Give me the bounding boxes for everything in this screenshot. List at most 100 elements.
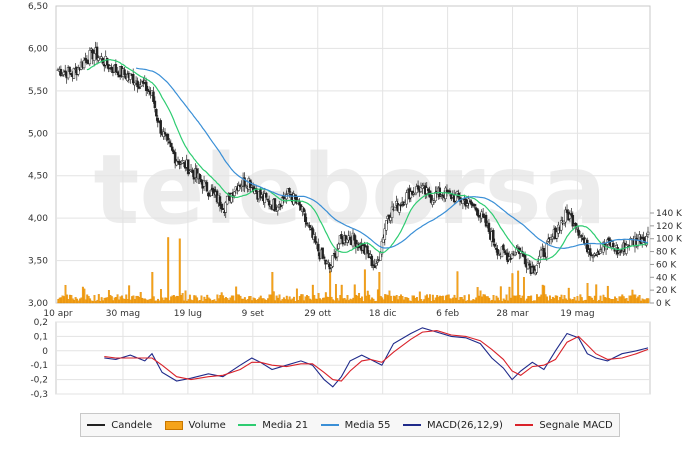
candle-body	[461, 199, 465, 204]
candle-body	[170, 146, 174, 151]
volume-y-tick-label: 140 K	[656, 209, 683, 219]
candle-body	[304, 213, 307, 222]
x-tick-label: 30 mag	[106, 309, 140, 319]
macd-y-tick-label: -0,3	[30, 390, 48, 400]
candle-body	[266, 198, 269, 201]
candle-body	[311, 227, 314, 238]
volume-bar	[188, 294, 191, 304]
volume-bar	[178, 238, 181, 304]
volume-bar	[181, 293, 184, 304]
volume-bar	[468, 294, 470, 304]
macd-signal-line	[104, 330, 649, 382]
candle-body	[225, 195, 229, 205]
candle-body	[494, 247, 498, 250]
legend-item: Media 55	[320, 420, 391, 431]
volume-bar	[431, 294, 434, 304]
candle-body	[487, 222, 491, 232]
x-tick-label: 29 ott	[304, 309, 331, 319]
volume-bar	[395, 295, 398, 304]
candle-body	[95, 46, 99, 60]
x-tick-label: 6 feb	[436, 309, 459, 319]
macd-panel: 0,2 0,1 0 -0,1 -0,2 -0,3	[30, 318, 651, 400]
legend-swatch	[320, 424, 339, 426]
volume-bar	[334, 284, 337, 304]
candle-body	[513, 253, 517, 256]
volume-bar	[184, 290, 187, 304]
volume-bar	[232, 295, 235, 304]
volume-bar	[567, 287, 570, 304]
volume-bar	[301, 294, 304, 304]
candle-body	[69, 73, 73, 75]
volume-bar	[606, 285, 609, 304]
volume-bar	[311, 284, 314, 304]
candle-body	[419, 187, 423, 192]
ma55-line	[135, 67, 649, 250]
candle-body	[220, 204, 223, 210]
candle-body	[555, 231, 559, 239]
price-y-tick-label: 5,50	[28, 87, 48, 97]
candle-body	[625, 244, 628, 254]
candle-body	[105, 58, 109, 66]
candle-body	[477, 215, 481, 218]
x-tick-label: 19 lug	[174, 309, 202, 319]
candle-body	[72, 68, 76, 79]
candle-body	[481, 213, 485, 218]
candle-body	[202, 180, 206, 187]
volume-y-tick-label: 20 K	[656, 286, 677, 296]
candle-body	[163, 132, 167, 135]
candle-body	[133, 82, 136, 86]
candle-body	[612, 242, 615, 248]
candle-body	[510, 253, 514, 259]
candle-body	[280, 197, 284, 206]
watermark-logo-text: teleborsa	[94, 134, 607, 246]
volume-y-tick-label: 100 K	[656, 235, 683, 245]
volume-bar	[340, 284, 343, 304]
candle-body	[66, 67, 70, 79]
candle-body	[516, 246, 520, 249]
candle-body	[129, 73, 132, 80]
candle-body	[224, 202, 227, 213]
legend-item: MACD(26,12,9)	[402, 420, 503, 431]
volume-bar	[595, 284, 598, 304]
candle-body	[153, 100, 157, 109]
candle-body	[366, 245, 369, 254]
candle-body	[221, 208, 225, 210]
candle-body	[532, 265, 536, 273]
volume-bar	[110, 296, 113, 304]
candle-body	[166, 133, 170, 141]
candle-body	[314, 236, 317, 243]
volume-y-tick-label: 120 K	[656, 222, 683, 232]
candle-body	[315, 242, 319, 245]
candle-body	[601, 242, 605, 253]
candle-body	[285, 194, 288, 200]
volume-bar	[488, 297, 491, 304]
volume-bar	[378, 271, 381, 304]
volume-bar	[271, 271, 274, 304]
candle-body	[619, 251, 622, 253]
volume-bar	[293, 296, 295, 304]
candle-body	[243, 177, 246, 187]
candle-body	[108, 65, 112, 68]
volume-y-tick-label: 60 K	[656, 260, 677, 270]
x-tick-label: 18 dic	[369, 309, 397, 319]
candle-body	[114, 64, 118, 72]
volume-bar	[361, 296, 363, 304]
volume-bar	[285, 295, 288, 304]
candle-body	[331, 255, 335, 267]
candle-body	[369, 254, 372, 257]
candle-body	[88, 50, 92, 65]
volume-y-tick-label: 0 K	[656, 299, 672, 309]
candle-body	[156, 117, 160, 123]
candle-body	[204, 180, 207, 183]
volume-bar	[372, 298, 375, 304]
volume-bar	[463, 295, 466, 304]
candle-body	[493, 243, 496, 247]
candle-body	[59, 68, 63, 76]
candle-body	[492, 230, 495, 243]
candle-body	[429, 194, 433, 203]
candle-body	[273, 198, 277, 212]
macd-line	[104, 327, 649, 388]
volume-bar	[615, 298, 618, 304]
volume-bar	[505, 294, 508, 304]
